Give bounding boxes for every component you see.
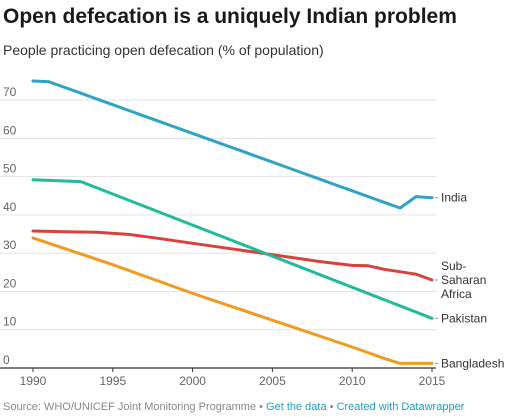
datawrapper-link[interactable]: Created with Datawrapper — [336, 401, 465, 413]
y-tick-label: 50 — [3, 162, 17, 176]
series-lines — [31, 79, 434, 365]
y-axis-ticks: 0 10 20 30 40 50 60 70 — [3, 85, 17, 367]
x-axis-ticks: 1990 1995 2000 2005 2010 2015 — [20, 368, 446, 388]
y-tick-label: 10 — [3, 315, 17, 329]
series-line-pakistan — [31, 178, 434, 320]
x-tick-label: 2005 — [259, 374, 286, 388]
series-label-sub-saharan-africa: Sub-Saharan Africa — [441, 259, 486, 301]
y-tick-label: 0 — [3, 353, 10, 367]
series-label-india: India — [441, 191, 467, 205]
series-line-india — [31, 79, 434, 210]
y-tick-label: 20 — [3, 276, 17, 290]
series-label-pakistan: Pakistan — [441, 311, 487, 325]
y-tick-label: 40 — [3, 200, 17, 214]
x-tick-label: 1990 — [20, 374, 47, 388]
footer-separator: • — [326, 401, 337, 413]
y-tick-label: 70 — [3, 85, 17, 99]
y-tick-label: 30 — [3, 238, 17, 252]
y-tick-label: 60 — [3, 123, 17, 137]
chart-title: Open defecation is a uniquely Indian pro… — [3, 5, 457, 28]
x-tick-label: 2000 — [179, 374, 206, 388]
series-labels: India Sub-Saharan Africa Pakistan Bangladesh — [435, 191, 504, 370]
series-line-bangladesh — [31, 236, 434, 365]
series-label-bangladesh: Bangladesh — [441, 356, 504, 370]
footer-separator: • — [256, 401, 267, 413]
chart-subtitle: People practicing open defecation (% of … — [3, 42, 324, 58]
footer: Source: WHO/UNICEF Joint Monitoring Prog… — [3, 401, 464, 413]
get-data-link[interactable]: Get the data — [266, 401, 327, 413]
x-tick-label: 2015 — [419, 374, 446, 388]
x-tick-label: 2010 — [339, 374, 366, 388]
series-line-sub-saharan-africa — [31, 229, 434, 282]
x-tick-label: 1995 — [99, 374, 126, 388]
source-text: Source: WHO/UNICEF Joint Monitoring Prog… — [3, 401, 257, 413]
